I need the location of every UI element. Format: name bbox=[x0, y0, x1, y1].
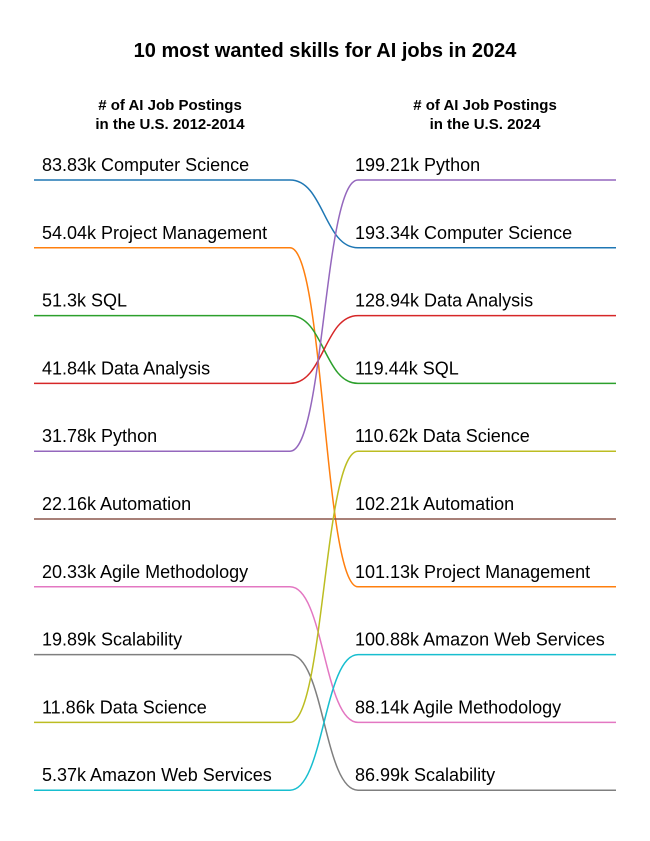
right-header-line2: in the U.S. 2024 bbox=[429, 116, 541, 133]
left-label-agile-methodology: 20.33k Agile Methodology bbox=[42, 562, 248, 582]
right-label-sql: 119.44k SQL bbox=[355, 358, 459, 378]
right-label-automation: 102.21k Automation bbox=[355, 494, 514, 514]
left-label-project-management: 54.04k Project Management bbox=[42, 223, 267, 243]
left-header-line2: in the U.S. 2012-2014 bbox=[95, 116, 245, 133]
right-label-scalability: 86.99k Scalability bbox=[355, 765, 495, 785]
right-label-amazon-web-services: 100.88k Amazon Web Services bbox=[355, 630, 605, 650]
series-line-agile-methodology bbox=[34, 586, 616, 724]
left-label-python: 31.78k Python bbox=[42, 426, 157, 446]
series-line-amazon-web-services bbox=[34, 653, 616, 791]
left-label-scalability: 19.89k Scalability bbox=[42, 630, 182, 650]
right-label-project-management: 101.13k Project Management bbox=[355, 562, 590, 582]
series-line-data-analysis bbox=[34, 314, 616, 385]
left-column-header: # of AI Job Postings in the U.S. 2012-20… bbox=[40, 96, 300, 134]
right-label-computer-science: 193.34k Computer Science bbox=[355, 223, 572, 243]
right-label-data-science: 110.62k Data Science bbox=[355, 426, 530, 446]
left-label-sql: 51.3k SQL bbox=[42, 291, 127, 311]
series-line-computer-science bbox=[34, 179, 616, 249]
connector-group bbox=[34, 179, 616, 791]
left-label-computer-science: 83.83k Computer Science bbox=[42, 155, 249, 175]
right-label-data-analysis: 128.94k Data Analysis bbox=[355, 291, 533, 311]
series-line-python bbox=[34, 179, 616, 452]
right-label-python: 199.21k Python bbox=[355, 155, 480, 175]
left-label-amazon-web-services: 5.37k Amazon Web Services bbox=[42, 765, 272, 785]
chart-title: 10 most wanted skills for AI jobs in 202… bbox=[133, 40, 517, 62]
series-line-data-science bbox=[34, 450, 616, 724]
right-label-agile-methodology: 88.14k Agile Methodology bbox=[355, 697, 561, 717]
series-line-project-management bbox=[34, 247, 616, 588]
left-label-automation: 22.16k Automation bbox=[42, 494, 191, 514]
left-label-data-science: 11.86k Data Science bbox=[42, 697, 207, 717]
left-header-line1: # of AI Job Postings bbox=[98, 97, 242, 114]
right-header-line1: # of AI Job Postings bbox=[413, 97, 557, 114]
right-column-header: # of AI Job Postings in the U.S. 2024 bbox=[355, 96, 615, 134]
left-label-data-analysis: 41.84k Data Analysis bbox=[42, 358, 210, 378]
